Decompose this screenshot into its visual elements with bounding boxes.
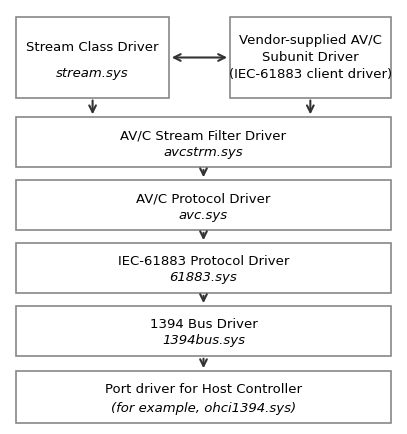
Bar [16, 117, 391, 167]
Bar [16, 371, 391, 423]
Bar [16, 306, 391, 356]
Text: AV/C Stream Filter Driver: AV/C Stream Filter Driver [120, 129, 287, 142]
Bar [230, 17, 391, 98]
Text: avc.sys: avc.sys [179, 209, 228, 221]
Text: AV/C Protocol Driver: AV/C Protocol Driver [136, 192, 271, 205]
Text: 1394 Bus Driver: 1394 Bus Driver [150, 318, 257, 331]
Text: IEC-61883 Protocol Driver: IEC-61883 Protocol Driver [118, 255, 289, 268]
Bar [16, 180, 391, 230]
Text: Port driver for Host Controller: Port driver for Host Controller [105, 383, 302, 396]
Text: Stream Class Driver: Stream Class Driver [26, 40, 159, 53]
Bar [16, 17, 169, 98]
Text: 61883.sys: 61883.sys [170, 272, 237, 284]
Bar [16, 243, 391, 293]
Text: avcstrm.sys: avcstrm.sys [164, 146, 243, 158]
Text: Vendor-supplied AV/C
Subunit Driver
(IEC-61883 client driver): Vendor-supplied AV/C Subunit Driver (IEC… [229, 34, 392, 81]
Text: (for example, ohci1394.sys): (for example, ohci1394.sys) [111, 402, 296, 415]
Text: 1394bus.sys: 1394bus.sys [162, 335, 245, 347]
Text: stream.sys: stream.sys [56, 67, 129, 80]
